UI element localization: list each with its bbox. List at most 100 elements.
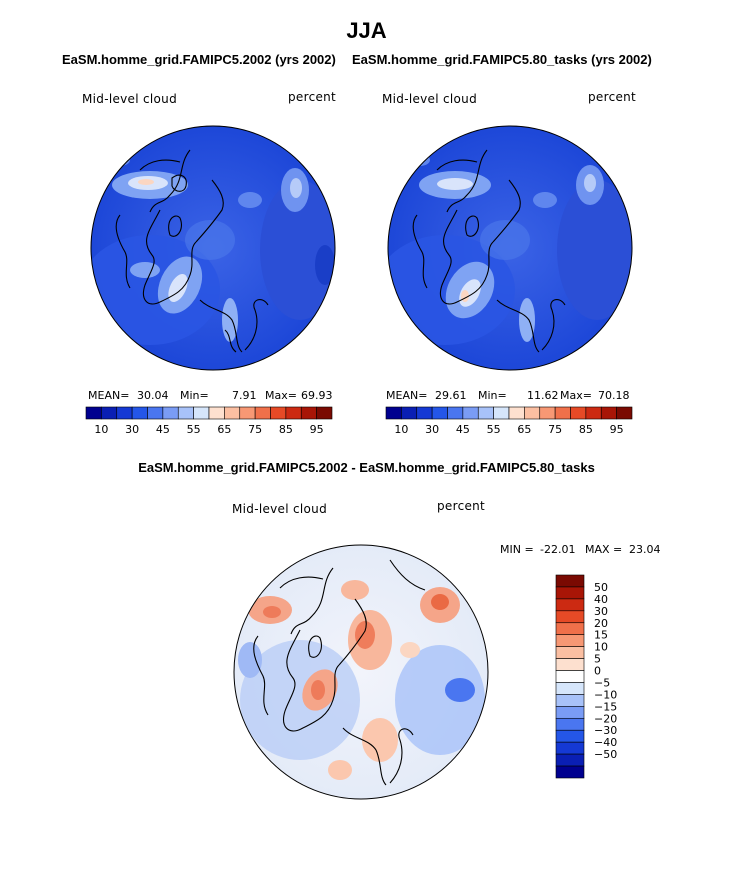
diff-colorbar-swatch bbox=[555, 753, 585, 767]
panel2-variable: Mid-level cloud bbox=[382, 92, 477, 106]
panel2-colorbar-tick-label: 55 bbox=[487, 423, 501, 436]
panel1-max-label: Max= bbox=[265, 389, 297, 402]
panel2-min-label: Min= bbox=[478, 389, 507, 402]
diff-colorbar-tick-label: −30 bbox=[594, 724, 617, 737]
panel2-min-value: 11.62 bbox=[527, 389, 559, 402]
diff-max-value: 23.04 bbox=[629, 543, 661, 556]
panel1-units: percent bbox=[288, 90, 337, 104]
page-title: JJA bbox=[346, 18, 387, 43]
diff-max-label: MAX = bbox=[585, 543, 623, 556]
diff-colorbar-swatch bbox=[555, 658, 585, 671]
panel2-subtitle: EaSM.homme_grid.FAMIPC5.80_tasks (yrs 20… bbox=[352, 52, 652, 67]
diff-colorbar-swatch bbox=[555, 574, 585, 588]
panel1-colorbar-swatch bbox=[285, 406, 302, 420]
panel2-colorbar-swatch bbox=[600, 406, 617, 420]
panel1-mean-label: MEAN= bbox=[88, 389, 130, 402]
diff-colorbar-tick-label: −15 bbox=[594, 700, 617, 713]
panel1-colorbar-tick-label: 45 bbox=[156, 423, 170, 436]
panel1-max-value: 69.93 bbox=[301, 389, 333, 402]
diff-min-value: -22.01 bbox=[540, 543, 576, 556]
diff-colorbar-swatch bbox=[555, 729, 585, 743]
panel1-mean-value: 30.04 bbox=[137, 389, 169, 402]
diff-units: percent bbox=[437, 499, 486, 513]
diff-colorbar-tick-label: −40 bbox=[594, 736, 617, 749]
diff-colorbar-tick-label: 20 bbox=[594, 617, 608, 630]
panel1-colorbar-swatch bbox=[239, 406, 256, 420]
panel2-colorbar: 10 30 45 55 65 75 85 95 bbox=[385, 406, 633, 436]
panel1-colorbar-tick-label: 85 bbox=[279, 423, 293, 436]
panel1-colorbar-tick-label: 30 bbox=[125, 423, 139, 436]
panel1-colorbar-swatch bbox=[300, 406, 317, 420]
panel2-max-value: 70.18 bbox=[598, 389, 630, 402]
panel1-colorbar-swatch bbox=[131, 406, 148, 420]
panel2-colorbar-swatch bbox=[462, 406, 479, 420]
panel2-colorbar-swatch bbox=[570, 406, 587, 420]
panel1-map bbox=[90, 125, 336, 371]
panel2-units: percent bbox=[588, 90, 637, 104]
diff-colorbar-tick-label: 10 bbox=[594, 641, 608, 654]
diff-colorbar-swatch bbox=[555, 622, 585, 636]
panel1-min-value: 7.91 bbox=[232, 389, 257, 402]
panel1-colorbar-tick-label: 95 bbox=[310, 423, 324, 436]
panel1-colorbar-swatch bbox=[193, 406, 210, 420]
panel2-colorbar-swatch bbox=[477, 406, 494, 420]
diff-colorbar-tick-label: 40 bbox=[594, 593, 608, 606]
panel2-colorbar-tick-label: 85 bbox=[579, 423, 593, 436]
panel1-colorbar-swatch bbox=[254, 406, 271, 420]
panel1-colorbar-tick-label: 10 bbox=[94, 423, 108, 436]
panel2-colorbar-swatch bbox=[585, 406, 602, 420]
diff-colorbar-tick-label: 30 bbox=[594, 605, 608, 618]
panel1-colorbar-swatch bbox=[162, 406, 179, 420]
panel2-colorbar-swatch bbox=[385, 406, 402, 420]
diff-subtitle: EaSM.homme_grid.FAMIPC5.2002 - EaSM.homm… bbox=[138, 460, 595, 475]
panel1-colorbar-tick-label: 75 bbox=[248, 423, 262, 436]
panel2-max-label: Max= bbox=[560, 389, 592, 402]
diff-colorbar-swatch bbox=[555, 610, 585, 624]
panel2-colorbar-swatch bbox=[524, 406, 541, 420]
diff-colorbar-swatch bbox=[555, 765, 585, 779]
panel2-colorbar-swatch bbox=[554, 406, 571, 420]
diff-colorbar-tick-label: −5 bbox=[594, 676, 610, 689]
diff-colorbar-swatch bbox=[555, 682, 585, 695]
panel1-colorbar-swatch bbox=[208, 406, 225, 420]
diff-colorbar-tick-label: 50 bbox=[594, 581, 608, 594]
diff-colorbar-swatch bbox=[555, 741, 585, 755]
panel1-colorbar-swatch bbox=[224, 406, 241, 420]
panel2-colorbar-swatch bbox=[401, 406, 418, 420]
panel2-colorbar-swatch bbox=[539, 406, 556, 420]
panel2-colorbar-swatch bbox=[447, 406, 464, 420]
panel1-colorbar-swatch bbox=[147, 406, 164, 420]
panel2-colorbar-swatch bbox=[416, 406, 433, 420]
panel1-variable: Mid-level cloud bbox=[82, 92, 177, 106]
diff-colorbar-swatch bbox=[555, 634, 585, 647]
panel1-subtitle: EaSM.homme_grid.FAMIPC5.2002 (yrs 2002) bbox=[62, 52, 336, 67]
diff-colorbar-swatch bbox=[555, 646, 585, 659]
panel2-colorbar-tick-label: 10 bbox=[394, 423, 408, 436]
diff-colorbar-swatch bbox=[555, 717, 585, 731]
diff-colorbar-swatch bbox=[555, 706, 585, 719]
diff-colorbar-tick-label: 5 bbox=[594, 653, 601, 666]
diff-colorbar-tick-label: −20 bbox=[594, 712, 617, 725]
diff-colorbar-tick-label: −50 bbox=[594, 748, 617, 761]
panel2-colorbar-swatch bbox=[616, 406, 633, 420]
diff-map bbox=[233, 544, 489, 800]
diff-variable: Mid-level cloud bbox=[232, 502, 327, 516]
panel2-mean-value: 29.61 bbox=[435, 389, 467, 402]
panel2-colorbar-tick-label: 45 bbox=[456, 423, 470, 436]
diff-colorbar-swatch bbox=[555, 586, 585, 600]
panel1-colorbar-tick-label: 55 bbox=[187, 423, 201, 436]
diff-colorbar-swatch bbox=[555, 694, 585, 707]
diff-colorbar-swatch bbox=[555, 670, 585, 683]
panel1-min-label: Min= bbox=[180, 389, 209, 402]
panel1-colorbar: 10 30 45 55 65 75 85 95 bbox=[85, 406, 333, 436]
panel1-colorbar-swatch bbox=[85, 406, 102, 420]
panel2-mean-label: MEAN= bbox=[386, 389, 428, 402]
panel1-colorbar-swatch bbox=[116, 406, 133, 420]
panel2-colorbar-swatch bbox=[431, 406, 448, 420]
panel2-colorbar-tick-label: 75 bbox=[548, 423, 562, 436]
diff-colorbar-swatch bbox=[555, 598, 585, 612]
diff-colorbar-tick-label: 0 bbox=[594, 665, 601, 678]
panel1-colorbar-tick-label: 65 bbox=[217, 423, 231, 436]
